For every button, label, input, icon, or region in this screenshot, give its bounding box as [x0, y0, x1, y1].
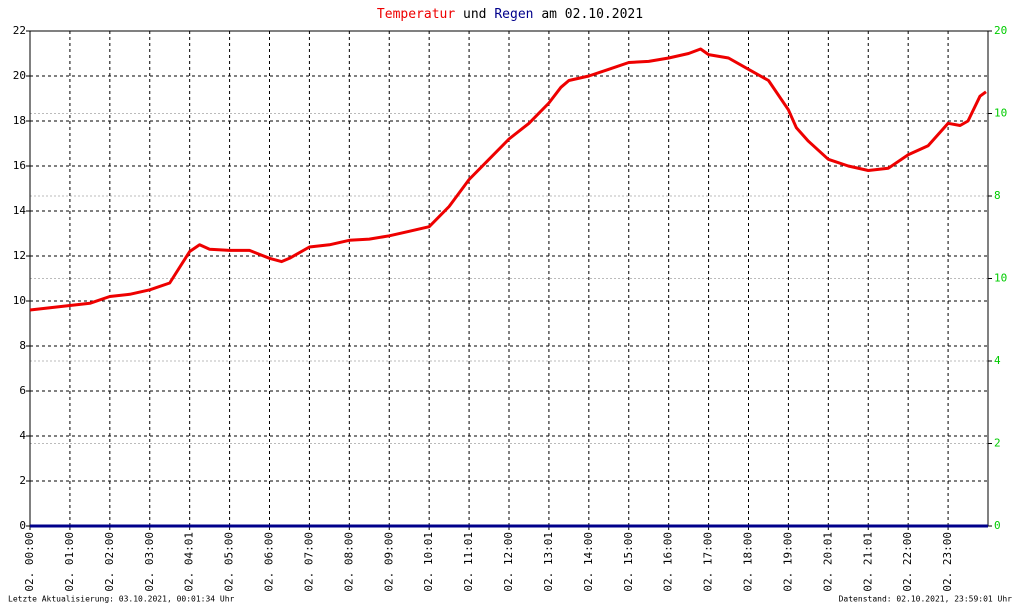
y2-tick-label: 4	[994, 354, 1001, 367]
y-tick-label: 14	[13, 204, 27, 217]
y-tick-label: 18	[13, 114, 26, 127]
x-tick-label: 02. 13:01	[542, 532, 555, 592]
y-tick-label: 8	[19, 339, 26, 352]
y2-tick-label: 20	[994, 24, 1007, 37]
x-tick-label: 02. 19:00	[781, 532, 794, 592]
y-tick-label: 16	[13, 159, 26, 172]
title-series-2: Regen	[494, 7, 533, 22]
title-connector: und	[463, 7, 486, 22]
x-tick-label: 02. 09:00	[382, 532, 395, 592]
x-tick-label: 02. 11:01	[462, 532, 475, 592]
x-tick-label: 02. 15:00	[622, 532, 635, 592]
y2-tick-label: 8	[994, 189, 1001, 202]
x-tick-label: 02. 03:00	[143, 532, 156, 592]
y-tick-label: 20	[13, 69, 26, 82]
x-tick-label: 02. 08:00	[342, 532, 355, 592]
footer-left: Letzte Aktualisierung: 03.10.2021, 00:01…	[8, 595, 235, 604]
footer-right: Datenstand: 02.10.2021, 23:59:01 Uhr	[839, 595, 1013, 604]
y-tick-label: 10	[13, 294, 26, 307]
x-tick-label: 02. 18:00	[742, 532, 755, 592]
y-tick-label: 2	[19, 474, 26, 487]
x-tick-label: 02. 22:00	[901, 532, 914, 592]
y-tick-label: 6	[19, 384, 26, 397]
x-tick-label: 02. 05:00	[223, 532, 236, 592]
x-tick-label: 02. 00:00	[23, 532, 36, 592]
chart-title: Temperatur und Regen am 02.10.2021	[377, 7, 643, 22]
x-tick-label: 02. 12:00	[502, 532, 515, 592]
y-tick-label: 4	[19, 429, 26, 442]
y2-tick-label: 0	[994, 519, 1001, 532]
y2-tick-label: 2	[994, 437, 1001, 450]
x-tick-label: 02. 20:01	[821, 532, 834, 592]
title-series-1: Temperatur	[377, 7, 455, 22]
y2-tick-label: 10	[994, 107, 1007, 120]
x-tick-label: 02. 23:00	[941, 532, 954, 592]
x-tick-label: 02. 04:01	[183, 532, 196, 592]
x-tick-label: 02. 06:00	[263, 532, 276, 592]
y-tick-label: 22	[13, 24, 26, 37]
x-tick-label: 02. 14:00	[582, 532, 595, 592]
y-tick-label: 12	[13, 249, 26, 262]
series-line	[29, 47, 987, 312]
x-tick-label: 02. 02:00	[103, 532, 116, 592]
x-tick-label: 02. 21:01	[861, 532, 874, 592]
y2-tick-label: 10	[994, 272, 1007, 285]
x-tick-label: 02. 16:00	[662, 532, 675, 592]
x-tick-label: 02. 10:01	[422, 532, 435, 592]
title-date: am 02.10.2021	[541, 7, 643, 22]
x-tick-label: 02. 01:00	[63, 532, 76, 592]
x-tick-label: 02. 17:00	[702, 532, 715, 592]
x-tick-label: 02. 07:00	[302, 532, 315, 592]
y-tick-label: 0	[19, 519, 26, 532]
